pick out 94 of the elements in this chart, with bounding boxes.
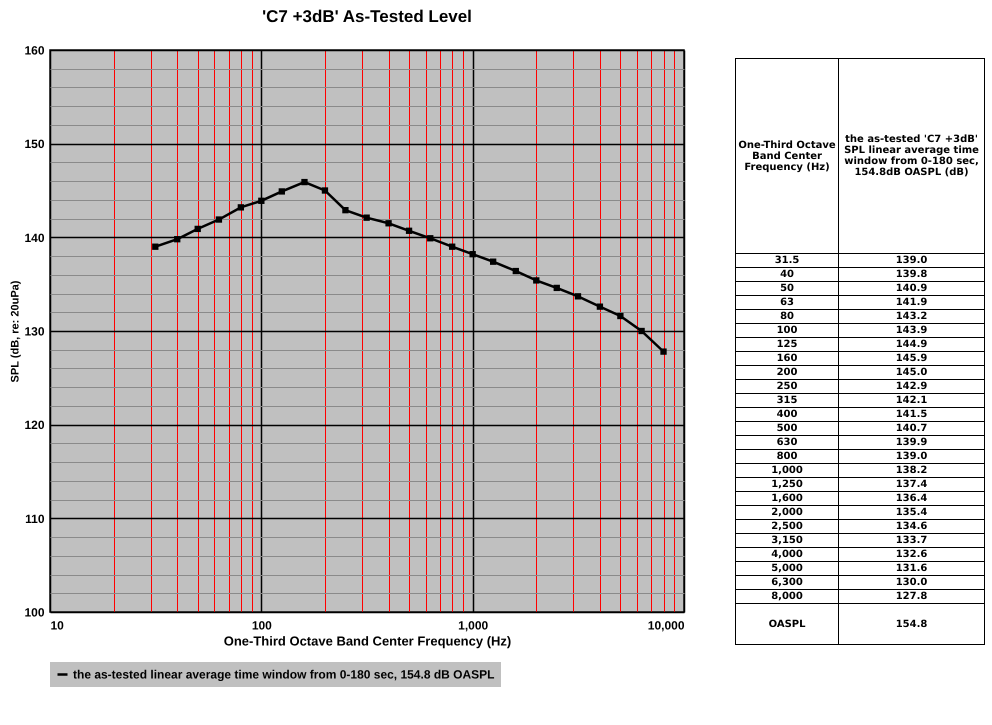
point [638,328,645,334]
text: 500 [736,422,839,436]
y-tick-label: 130 [24,324,45,338]
text: 135.4 [838,506,984,520]
y-tick-label: 160 [24,44,45,58]
text: 127.8 [838,590,984,604]
x-tick-label: 10,000 [648,618,685,632]
text: 3,150 [736,534,839,548]
x-tick-label: 10 [50,618,64,632]
y-tick-label: 140 [24,230,45,245]
point [660,348,667,355]
point [533,277,540,284]
point [490,258,496,265]
y-tick-label: 120 [24,418,45,432]
point [363,214,370,221]
chart-title: 'C7 +3dB' As-Tested Level [262,7,472,26]
text: 139.8 [838,268,984,282]
y-tick-label: 150 [24,137,45,152]
point [574,293,582,300]
text: 142.1 [838,394,984,408]
text: 143.9 [838,324,984,338]
point [406,228,412,234]
text: 145.9 [838,352,984,366]
text: 136.4 [838,492,984,506]
text: 6,300 [736,576,839,590]
text: 1,600 [736,492,839,506]
text: OASPL [736,604,839,644]
point [322,187,328,194]
text: the as-tested 'C7 +3dB' SPL linear average time window from 0-180 sec, 154.8dB OASPL (dB) [838,58,984,254]
point [470,251,476,258]
text: 1,000 [736,464,839,478]
x-tick-label: 100 [252,618,272,632]
text: 630 [736,436,839,450]
text: 139.9 [838,436,984,450]
x-tick-label: 1,000 [458,618,489,632]
text: 141.9 [838,296,984,310]
point [301,178,308,186]
point [152,244,158,250]
text: 160 [736,352,839,366]
text: 140.9 [838,282,984,296]
text: 200 [736,366,839,380]
point [258,198,264,204]
point [596,303,604,310]
text: 144.9 [838,338,984,352]
text: 40 [736,268,839,282]
text: 130.0 [838,576,984,590]
point [216,216,222,223]
text: 100 [736,324,839,338]
text: 131.6 [838,562,984,576]
text: 132.6 [838,548,984,562]
text: 133.7 [838,534,984,548]
text: 50 [736,282,839,296]
point [238,204,244,211]
point [342,207,349,214]
text: 5,000 [736,562,839,576]
text: 31.5 [736,254,839,268]
point [174,236,180,242]
y-tick-label: 110 [25,512,45,526]
point [427,235,434,242]
text: 139.0 [838,254,984,268]
text: 250 [736,380,839,394]
y-axis-title: SPL (dB, re: 20uPa) [9,280,22,382]
x-axis-title: One-Third Octave Band Center Frequency (Hz) [224,634,512,648]
text: 80 [736,310,839,324]
point [194,226,201,232]
text: 142.9 [838,380,984,394]
text: 8,000 [736,590,839,604]
text: 134.6 [838,520,984,534]
text: 138.2 [838,464,984,478]
text: 1,250 [736,478,839,492]
text: 800 [736,450,839,464]
y-tick-label: 100 [24,606,45,620]
text: 63 [736,296,839,310]
text: 315 [736,394,839,408]
point [617,312,624,320]
text: 4,000 [736,548,839,562]
text: 125 [736,338,839,352]
text: One-Third Octave Band Center Frequency (Hz) [736,58,839,254]
text: 154.8 [838,604,984,644]
text: 137.4 [838,478,984,492]
text: 140.7 [838,422,984,436]
text: 400 [736,408,839,422]
point [278,188,285,195]
point [449,244,456,250]
text: 143.2 [838,310,984,324]
point [554,284,560,292]
text: 141.5 [838,408,984,422]
text: 145.0 [838,366,984,380]
point [512,268,519,274]
text: 2,000 [736,506,839,520]
text: 139.0 [838,450,984,464]
point [385,220,392,226]
text: 2,500 [736,520,839,534]
legend-label: the as-tested linear average time window from 0-180 sec, 154.8 dB OASPL [73,668,494,682]
